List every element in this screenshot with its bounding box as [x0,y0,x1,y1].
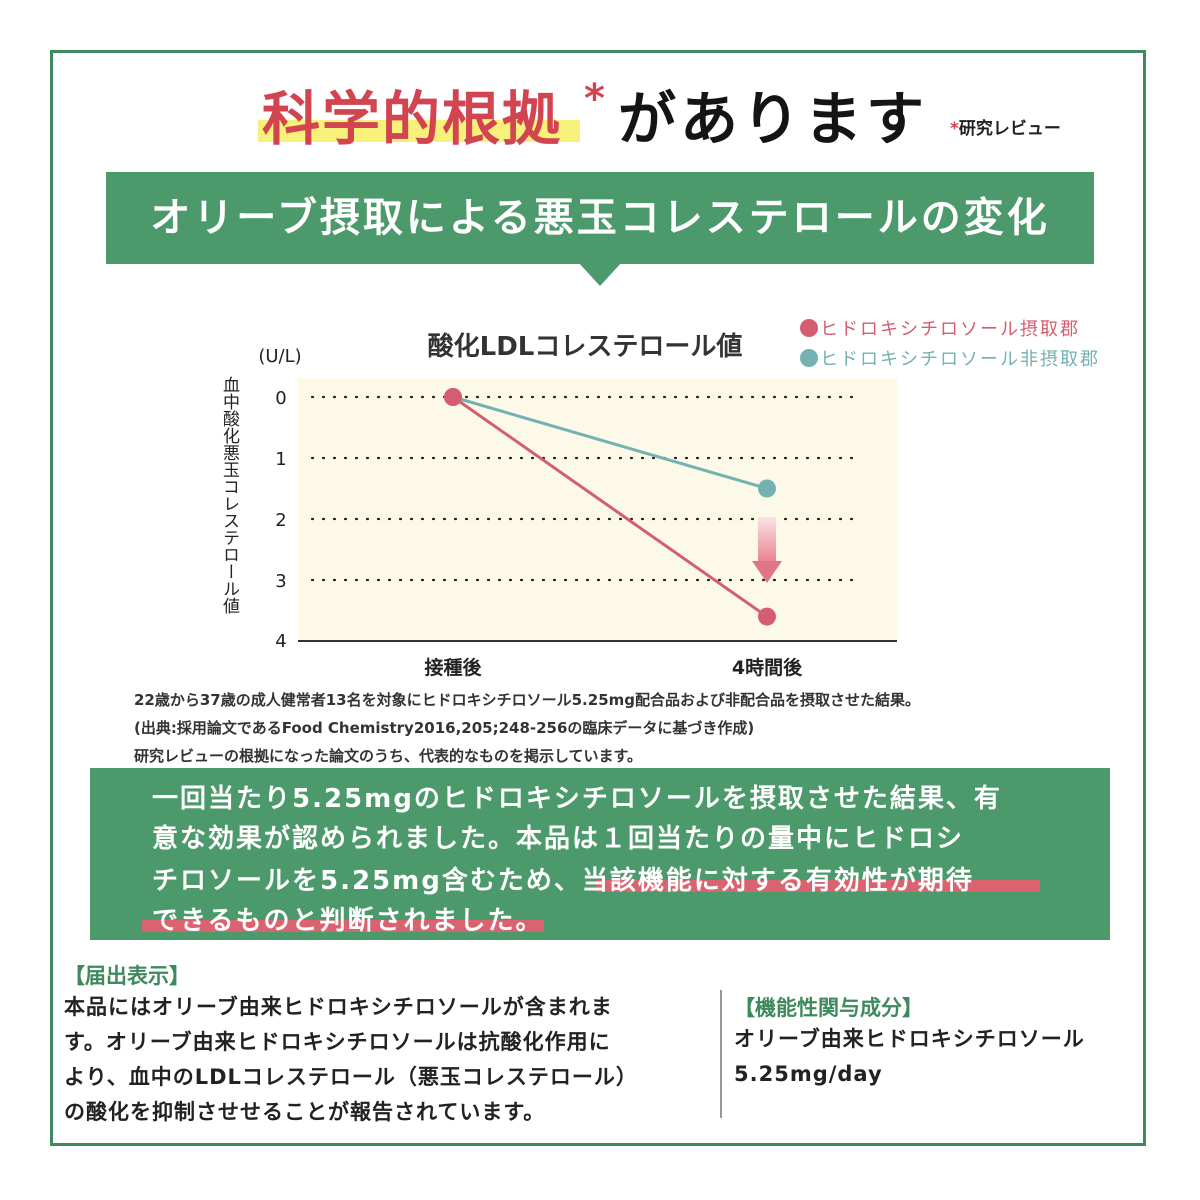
y-tick-label: 3 [275,571,286,592]
arrow-head [752,561,782,583]
ingredient-line-2: 5.25mg/day [734,1062,883,1086]
legend-item-non-intake: ヒドロキシチロソール非摂取郡 [800,345,1100,371]
summary-line-1: 一回当たり5.25mgのヒドロキシチロソールを摂取させた結果、有 [152,784,1002,814]
summary-box: 一回当たり5.25mgのヒドロキシチロソールを摂取させた結果、有 意な効果が認め… [90,768,1110,940]
notice-line-2: す。オリーブ由来ヒドロキシチロソールは抗酸化作用に [64,1030,611,1054]
ingredient-line-1: オリーブ由来ヒドロキシチロソール [734,1027,1085,1051]
summary-line-3: チロソールを5.25mg含むため、当該機能に対する有効性が期待 [152,860,974,897]
decrease-arrow [752,517,782,583]
y-tick-label: 2 [275,510,286,531]
chart-notes: 22歳から37歳の成人健常者13名を対象にヒドロキシチロソール5.25mg配合品… [134,686,920,770]
summary-highlight-2 [142,920,544,932]
notice-line-4: の酸化を抑制させせることが報告されています。 [64,1100,546,1124]
banner-pointer [578,262,622,286]
summary-line-3b: 当該機能に対する有効性が期待 [581,866,974,896]
summary-line-3a: チロソールを5.25mg含むため、 [152,866,582,896]
y-axis-label: 血中酸化悪玉コレステロール値 [219,376,239,614]
series-line [452,395,768,618]
legend-label-intake: ヒドロキシチロソール摂取郡 [820,319,1080,340]
data-point [444,388,462,406]
headline-highlight [258,120,580,142]
notice-heading: 【届出表示】 [64,964,190,988]
legend-dot-intake [800,319,818,337]
legend-label-non-intake: ヒドロキシチロソール非摂取郡 [820,349,1100,370]
footnote-text: 研究レビュー [958,119,1061,139]
notice-body: 本品にはオリーブ由来ヒドロキシチロソールが含まれま す。オリーブ由来ヒドロキシチ… [64,990,638,1130]
x-tick-label: 4時間後 [732,656,803,679]
y-tick-label: 0 [275,388,286,409]
summary-highlight-1 [596,880,1040,892]
arrow-shaft [758,517,776,561]
plot-background [298,378,897,641]
chart-title: 酸化LDLコレステロール値 [428,332,743,362]
notice-line-3: より、血中のLDLコレステロール（悪玉コレステロール） [64,1065,638,1089]
outer-frame [50,50,1146,1146]
ingredient-body: オリーブ由来ヒドロキシチロソール 5.25mg/day [734,1022,1085,1092]
summary-line-2: 意な効果が認められました。本品は１回当たりの量中にヒドロシ [152,824,965,854]
summary-line-4: できるものと判断されました。 [152,906,544,936]
y-axis-unit: (U/L) [258,346,301,367]
y-tick-label: 1 [275,449,286,470]
note-line-1: 22歳から37歳の成人健常者13名を対象にヒドロキシチロソール5.25mg配合品… [134,691,921,709]
headline: 科学的根拠 * があります *研究レビュー [0,70,1200,153]
series-line [452,395,768,490]
headline-red-text: 科学的根拠 [262,85,563,153]
note-line-3: 研究レビューの根拠になった論文のうち、代表的なものを掲示しています。 [134,747,643,765]
section-divider [720,990,722,1118]
headline-black-text: があります [618,85,929,153]
legend-item-intake: ヒドロキシチロソール摂取郡 [800,315,1080,341]
note-line-2: (出典:採用論文であるFood Chemistry2016,205;248-25… [134,719,755,737]
footnote-asterisk: * [950,119,959,139]
x-tick-label: 接種後 [424,656,482,679]
ingredient-heading: 【機能性関与成分】 [734,996,923,1020]
data-point [758,479,776,498]
headline-footnote: *研究レビュー [950,114,1061,139]
data-point [758,607,776,626]
notice-line-1: 本品にはオリーブ由来ヒドロキシチロソールが含まれま [64,995,613,1019]
headline-asterisk: * [584,76,605,122]
chart: 0 1 2 3 4 接種後 4時間後 酸化LDLコレステロール値 (U/L) [258,332,897,679]
subtitle-banner: オリーブ摂取による悪玉コレステロールの変化 [106,172,1094,264]
legend-dot-non-intake [800,349,818,367]
y-tick-label: 4 [275,631,286,652]
